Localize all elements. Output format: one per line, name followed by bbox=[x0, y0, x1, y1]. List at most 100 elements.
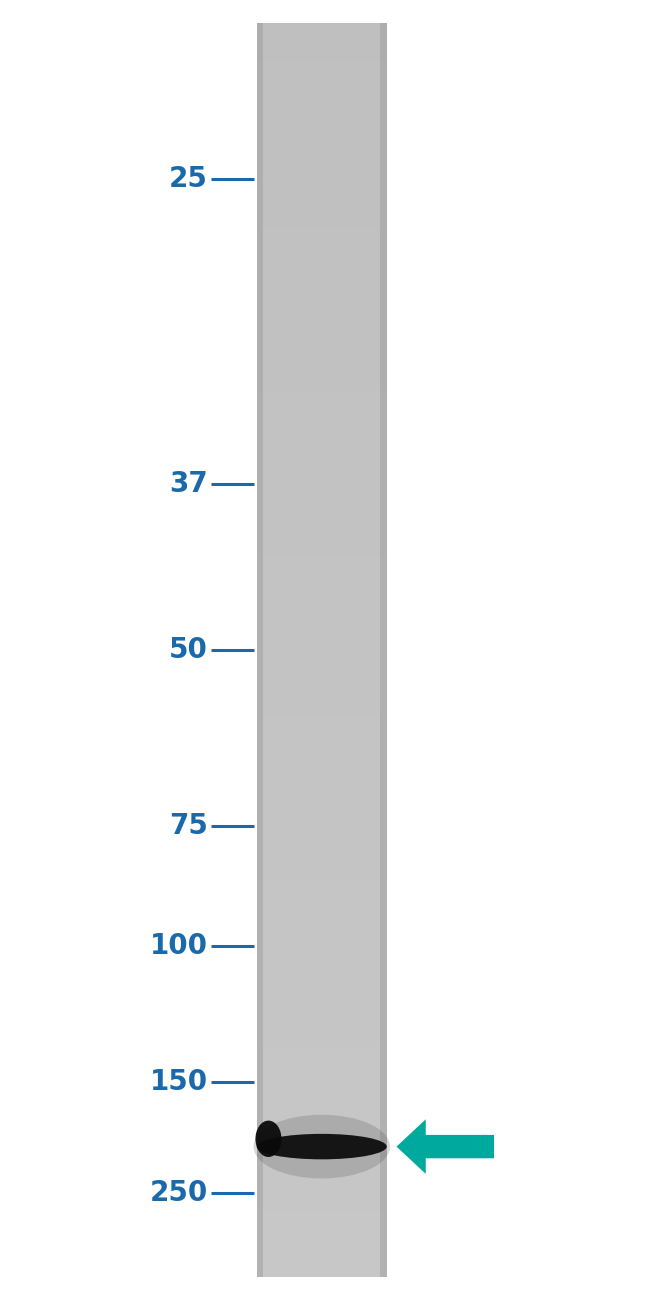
Bar bbox=[257, 809, 387, 812]
Bar bbox=[257, 608, 387, 612]
Bar bbox=[257, 1252, 387, 1256]
Bar bbox=[257, 1001, 387, 1005]
Bar bbox=[257, 361, 387, 365]
Bar bbox=[257, 854, 387, 859]
Bar bbox=[257, 433, 387, 437]
Bar bbox=[257, 169, 387, 174]
Bar bbox=[257, 1076, 387, 1080]
Bar bbox=[257, 1226, 387, 1231]
Bar bbox=[257, 1190, 387, 1193]
Bar bbox=[257, 897, 387, 901]
Bar bbox=[257, 705, 387, 708]
Bar bbox=[257, 967, 387, 971]
Bar bbox=[257, 826, 387, 829]
Bar bbox=[257, 650, 387, 654]
Bar bbox=[257, 1080, 387, 1084]
Bar bbox=[257, 988, 387, 992]
Bar bbox=[257, 1018, 387, 1022]
Bar bbox=[257, 233, 387, 237]
Bar bbox=[257, 227, 387, 233]
Bar bbox=[257, 663, 387, 667]
Bar bbox=[257, 763, 387, 767]
Bar bbox=[257, 454, 387, 458]
Bar bbox=[257, 191, 387, 195]
Bar bbox=[257, 291, 387, 295]
Bar bbox=[257, 212, 387, 216]
Bar bbox=[257, 165, 387, 169]
Bar bbox=[257, 86, 387, 90]
Bar bbox=[257, 671, 387, 675]
Bar bbox=[257, 750, 387, 754]
Bar bbox=[257, 646, 387, 650]
Bar bbox=[257, 708, 387, 712]
Bar bbox=[257, 491, 387, 495]
Bar bbox=[257, 48, 387, 52]
Bar bbox=[257, 329, 387, 333]
Bar bbox=[257, 946, 387, 950]
Bar bbox=[257, 395, 387, 399]
Bar bbox=[257, 1014, 387, 1018]
Ellipse shape bbox=[254, 1115, 390, 1178]
Bar bbox=[257, 1256, 387, 1260]
Bar bbox=[257, 437, 387, 441]
Bar bbox=[257, 161, 387, 165]
Bar bbox=[257, 1239, 387, 1243]
Bar bbox=[257, 722, 387, 725]
Bar bbox=[257, 299, 387, 303]
Bar bbox=[257, 358, 387, 361]
Bar bbox=[257, 312, 387, 316]
Bar bbox=[257, 1147, 387, 1152]
Bar bbox=[257, 282, 387, 286]
Bar bbox=[257, 1160, 387, 1164]
Bar bbox=[257, 525, 387, 529]
Bar bbox=[257, 1105, 387, 1109]
Bar bbox=[257, 220, 387, 224]
Bar bbox=[257, 612, 387, 616]
Text: 37: 37 bbox=[169, 469, 208, 498]
Bar bbox=[257, 729, 387, 733]
Bar bbox=[257, 403, 387, 408]
Bar bbox=[257, 1197, 387, 1201]
Bar bbox=[257, 725, 387, 729]
Bar bbox=[257, 633, 387, 637]
Bar bbox=[257, 784, 387, 788]
Bar bbox=[257, 1210, 387, 1214]
Bar bbox=[257, 980, 387, 984]
Text: 150: 150 bbox=[150, 1067, 208, 1096]
Bar bbox=[257, 31, 387, 36]
Bar bbox=[257, 642, 387, 646]
Bar bbox=[257, 537, 387, 541]
Bar bbox=[257, 1043, 387, 1047]
Bar bbox=[257, 107, 387, 111]
Bar bbox=[257, 274, 387, 278]
Bar bbox=[257, 588, 387, 592]
Bar bbox=[257, 1084, 387, 1088]
Bar bbox=[257, 1088, 387, 1093]
Bar bbox=[257, 82, 387, 86]
Bar bbox=[257, 759, 387, 763]
Bar bbox=[257, 1201, 387, 1205]
Bar bbox=[257, 901, 387, 905]
Bar bbox=[257, 1143, 387, 1147]
Bar bbox=[257, 637, 387, 642]
Bar bbox=[257, 880, 387, 884]
Bar bbox=[257, 1152, 387, 1156]
Bar bbox=[257, 429, 387, 433]
Bar bbox=[257, 1026, 387, 1030]
Bar bbox=[257, 504, 387, 508]
Bar bbox=[257, 78, 387, 82]
Bar bbox=[257, 1214, 387, 1218]
Bar bbox=[257, 1180, 387, 1184]
Bar bbox=[257, 344, 387, 350]
Bar bbox=[257, 771, 387, 775]
Bar bbox=[257, 712, 387, 716]
Bar bbox=[257, 939, 387, 942]
Bar bbox=[257, 554, 387, 558]
Bar bbox=[257, 499, 387, 504]
Bar bbox=[257, 1067, 387, 1072]
Bar bbox=[257, 788, 387, 792]
Bar bbox=[257, 733, 387, 737]
Bar bbox=[257, 930, 387, 935]
Bar bbox=[257, 796, 387, 801]
Bar bbox=[257, 959, 387, 963]
